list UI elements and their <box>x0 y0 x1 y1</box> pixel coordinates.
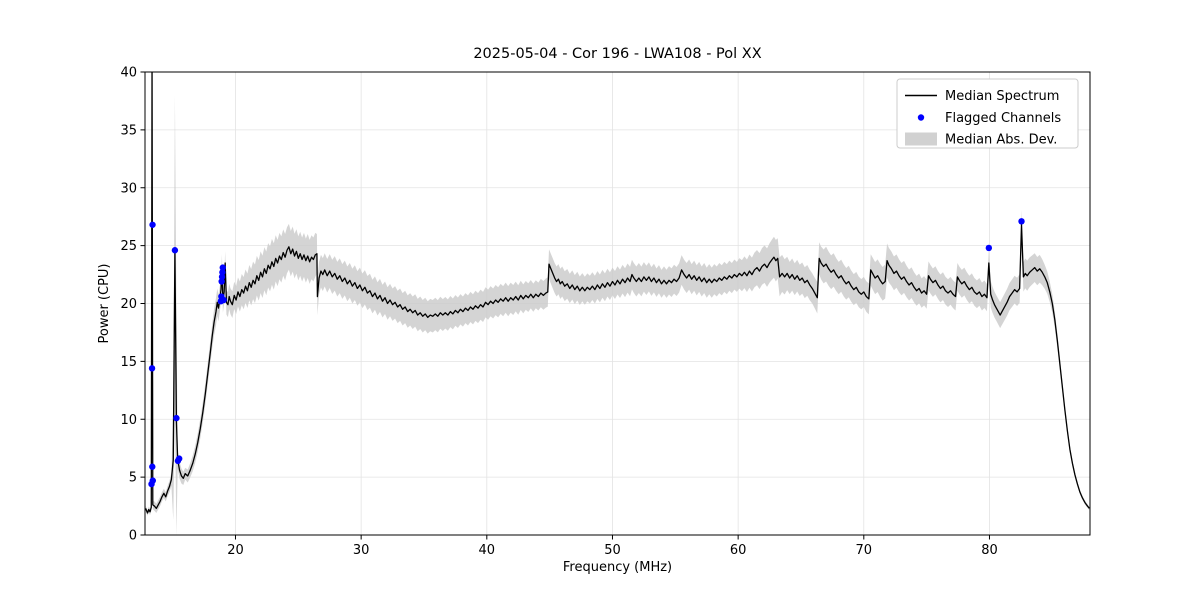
flagged-channel-dot-4 <box>149 221 156 228</box>
tick-label-y-0: 0 <box>129 529 137 544</box>
tick-label-y-15: 15 <box>120 355 137 370</box>
flagged-channel-dot-11 <box>218 278 225 285</box>
flagged-channel-dot-16 <box>985 244 993 252</box>
flagged-channel-dot-8 <box>175 455 183 462</box>
flagged-channel-dot-2 <box>149 463 156 470</box>
flagged-channel-dot-15 <box>220 296 227 304</box>
legend-label-flagged-channels: Flagged Channels <box>945 111 1061 126</box>
tick-label-y-5: 5 <box>129 471 137 486</box>
tick-label-y-25: 25 <box>120 239 137 254</box>
tick-label-x-50: 50 <box>604 543 621 558</box>
axes-box <box>144 71 1091 536</box>
legend-item-flagged-channels: Flagged Channels <box>917 111 1061 126</box>
tick-label-x-70: 70 <box>856 543 873 558</box>
legend-dot-swatch <box>917 114 925 121</box>
tick-label-x-80: 80 <box>981 543 998 558</box>
flagged-channel-dot-14 <box>219 264 226 271</box>
tick-label-y-20: 20 <box>120 297 137 312</box>
flagged-channel-dot-6 <box>173 414 180 422</box>
flagged-channel-dot-17 <box>1018 218 1025 225</box>
flagged-channel-dot-1 <box>149 477 156 484</box>
tick-label-y-35: 35 <box>120 123 137 138</box>
legend-label-median-spectrum: Median Spectrum <box>945 89 1059 104</box>
median-line-layer <box>145 72 1090 514</box>
tick-label-x-20: 20 <box>227 543 244 558</box>
legend-band-swatch <box>905 132 937 146</box>
flagged-channel-dot-12 <box>218 273 226 281</box>
flagged-channel-dot-13 <box>219 269 226 276</box>
legend-item-median-abs-dev: Median Abs. Dev. <box>905 132 1057 148</box>
x-axis-label: Frequency (MHz) <box>563 560 672 575</box>
ticks-layer: 20 30 40 50 60 70 80 0 5 10 15 20 25 30 35 40 <box>120 66 997 559</box>
legend-box <box>896 78 1079 149</box>
tick-label-y-40: 40 <box>120 66 137 81</box>
chart-title: 2025-05-04 - Cor 196 - LWA108 - Pol XX <box>473 46 761 62</box>
legend-label-median-abs-dev: Median Abs. Dev. <box>945 133 1057 148</box>
tick-label-x-40: 40 <box>479 543 496 558</box>
flagged-channel-dot-5 <box>171 247 179 254</box>
median-spectrum-line <box>145 72 1090 514</box>
legend: Median Spectrum Flagged Channels Median … <box>896 78 1079 149</box>
flagged-dots-layer <box>148 218 1025 488</box>
legend-item-median-spectrum: Median Spectrum <box>905 89 1059 104</box>
y-axis-label: Power (CPU) <box>97 263 112 343</box>
tick-label-x-60: 60 <box>730 543 747 558</box>
tick-label-y-10: 10 <box>120 413 137 428</box>
tick-label-y-30: 30 <box>120 181 137 196</box>
flagged-channel-dot-3 <box>148 365 156 372</box>
tick-label-x-30: 30 <box>353 543 370 558</box>
